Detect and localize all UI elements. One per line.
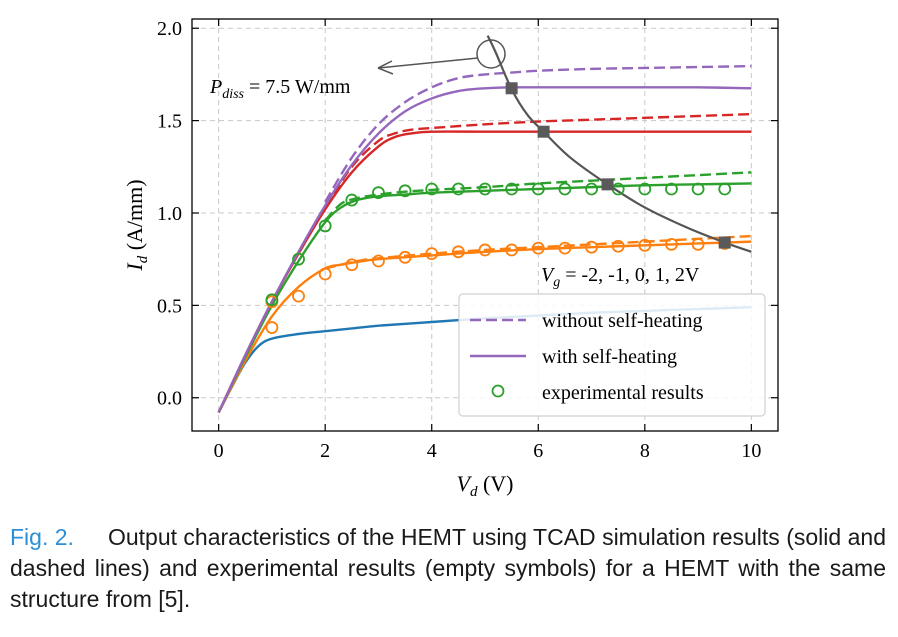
series-2-experimental-point-14 <box>638 182 652 196</box>
chart-markers <box>265 82 732 334</box>
series-4-dashed-line <box>324 64 752 203</box>
series-2-experimental-point-2 <box>318 219 332 233</box>
series-1-experimental-point-12 <box>558 241 572 255</box>
series-2-experimental-point-9 <box>505 182 519 196</box>
x-tick-label-2: 4 <box>427 440 437 462</box>
series-2-experimental-point-7 <box>451 182 465 196</box>
series-2-experimental-point-4 <box>372 186 385 200</box>
legend-label-without-self-heating: without self-heating <box>542 310 703 332</box>
x-tick-label-5: 10 <box>741 440 761 462</box>
series-1-experimental-point-13 <box>585 240 598 254</box>
series-1-experimental-point-8 <box>451 245 465 259</box>
figure-label: Fig. 2. <box>10 524 74 550</box>
legend-swatch-marker <box>491 384 505 398</box>
pdiss-label: Pdiss = 7.5 W/mm <box>209 76 351 102</box>
series-1-experimental-point-17 <box>691 237 705 251</box>
y-tick-label-2: 1.0 <box>157 203 182 225</box>
series-1-experimental-point-4 <box>345 258 359 272</box>
pdiss-annotation: Pdiss = 7.5 W/mm <box>209 39 506 102</box>
series-1-experimental-point-2 <box>292 289 305 303</box>
series-2-experimental-point-5 <box>398 184 412 198</box>
chart-ticks: 0 2 4 6 8 10 0.0 0.5 1.0 1.5 2.0 <box>157 18 778 462</box>
series-1-experimental-point-9 <box>478 243 492 257</box>
pdiss-marker-1 <box>537 125 550 138</box>
pdiss-arrow-line <box>377 57 479 69</box>
series-2-solid-line <box>217 182 752 414</box>
x-axis-label: Vd (V) <box>457 471 514 500</box>
x-tick-label-3: 6 <box>533 440 543 462</box>
pdiss-marker-2 <box>601 178 614 191</box>
pdiss-marker-0 <box>505 82 518 95</box>
series-1-experimental-point-14 <box>611 239 625 253</box>
series-2-experimental-point-6 <box>425 182 439 196</box>
series-1-solid-line <box>217 240 752 414</box>
series-1-experimental-point-6 <box>398 250 412 264</box>
series-1-experimental-point-16 <box>665 237 678 251</box>
pdiss-curve <box>486 35 752 253</box>
legend-box <box>458 293 766 417</box>
series-4-solid-line <box>217 86 752 414</box>
series-3-dashed-line <box>324 112 752 209</box>
pdiss-highlight-ellipse <box>476 39 506 69</box>
series-1-experimental-point-7 <box>425 247 439 261</box>
pdiss-marker-3 <box>718 236 731 249</box>
pdiss-arrow-head <box>377 60 394 75</box>
figure-caption: Fig. 2. Output characteristics of the HEM… <box>10 522 886 615</box>
legend-label-with-self-heating: with self-heating <box>542 346 677 368</box>
series-2-experimental-point-11 <box>558 182 572 196</box>
legend-label-experimental-results: experimental results <box>542 382 704 404</box>
series-2-experimental-point-8 <box>478 182 492 196</box>
series-2-experimental-point-16 <box>691 182 705 196</box>
chart: 0 2 4 6 8 100.00.51.01.52.0 Id (A/mm) Vd (V) … <box>122 18 779 500</box>
series-2-experimental-point-3 <box>345 193 359 207</box>
series-1-experimental-point-15 <box>638 238 652 252</box>
x-tick-label-0: 0 <box>214 440 224 462</box>
series-2-experimental-point-0 <box>265 293 279 307</box>
y-tick-label-4: 2.0 <box>157 18 182 40</box>
y-tick-label-3: 1.5 <box>157 111 182 133</box>
series-2-experimental-point-1 <box>292 252 305 266</box>
series-2-experimental-point-12 <box>585 182 598 196</box>
figure-caption-text: Output characteristics of the HEMT using… <box>10 524 886 612</box>
series-1-experimental-point-11 <box>531 241 545 255</box>
series-2-experimental-point-17 <box>718 182 732 196</box>
plot-frame <box>191 18 779 432</box>
x-tick-label-4: 8 <box>640 440 650 462</box>
series-2-dashed-line <box>324 171 752 222</box>
series-1-experimental-point-5 <box>372 254 385 268</box>
series-1-dashed-line <box>324 234 752 270</box>
legend: without self-heating with self-heating e… <box>458 293 766 417</box>
series-2-experimental-point-15 <box>665 182 678 196</box>
y-tick-label-0: 0.0 <box>157 388 182 410</box>
y-axis-label: Id (A/mm) <box>122 179 151 271</box>
x-tick-label-1: 2 <box>320 440 330 462</box>
vg-annotation: Vg = -2, -1, 0, 1, 2V <box>541 264 700 290</box>
series-1-experimental-point-10 <box>505 243 519 257</box>
series-2-experimental-point-10 <box>531 182 545 196</box>
series-1-experimental-point-3 <box>318 267 332 281</box>
series-1-experimental-point-0 <box>265 321 279 334</box>
y-tick-label-1: 0.5 <box>157 295 182 317</box>
